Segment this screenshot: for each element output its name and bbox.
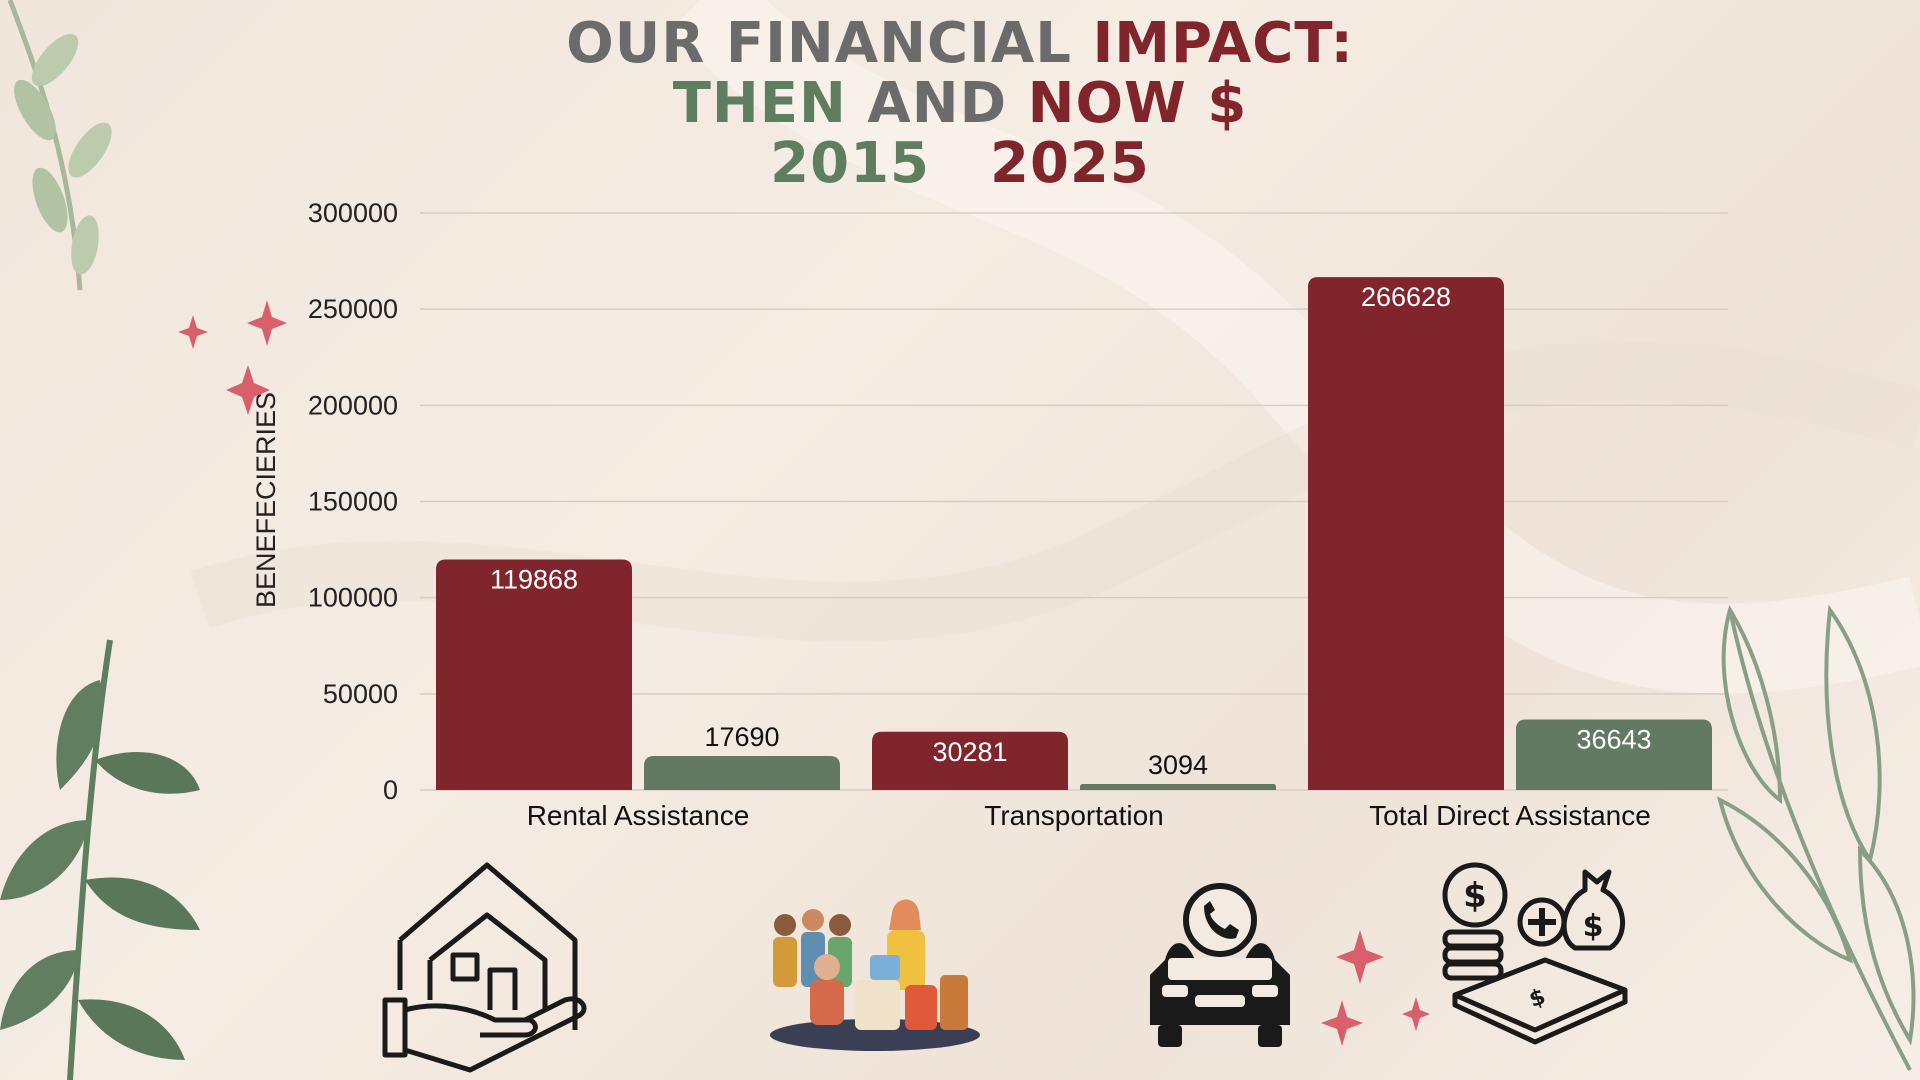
leaf-icon xyxy=(1717,604,1916,1071)
bar-value-label: 119868 xyxy=(490,564,578,594)
bar-value-label: 17690 xyxy=(704,722,779,752)
year-then: 2015 xyxy=(770,131,930,196)
x-category-label: Total Direct Assistance xyxy=(1369,800,1651,831)
bar xyxy=(1080,784,1276,790)
x-category-label: Rental Assistance xyxy=(527,800,750,831)
y-tick-label: 0 xyxy=(383,775,398,805)
year-now: 2025 xyxy=(990,131,1150,196)
svg-text:$: $ xyxy=(1526,984,1549,1013)
y-axis-ticks: 0 50000 100000 150000 200000 250000 300000 xyxy=(308,198,398,805)
bar xyxy=(644,755,840,790)
bar-value-label: 36643 xyxy=(1576,725,1651,755)
svg-text:$: $ xyxy=(1583,909,1604,944)
y-tick-label: 250000 xyxy=(308,294,398,324)
chart-title: OUR FINANCIAL IMPACT: THEN AND NOW $ 201… xyxy=(0,14,1920,194)
y-tick-label: 100000 xyxy=(308,583,398,613)
title-part: OUR FINANCIAL xyxy=(566,11,1093,76)
leaf-icon xyxy=(0,639,200,1080)
svg-text:$: $ xyxy=(1463,876,1487,916)
y-tick-label: 150000 xyxy=(308,487,398,517)
grid-lines xyxy=(420,212,1728,791)
bar xyxy=(1308,277,1504,790)
bar xyxy=(1516,719,1712,790)
house-in-hand-icon xyxy=(382,862,587,1073)
bar xyxy=(436,559,632,790)
bar xyxy=(872,731,1068,790)
food-distribution-illustration xyxy=(770,899,980,1051)
sparkle-icon xyxy=(178,300,287,415)
bars: 119868 17690 30281 3094 266628 36643 xyxy=(436,277,1712,790)
x-category-label: Transportation xyxy=(984,800,1164,831)
bar-value-label: 3094 xyxy=(1148,750,1208,780)
x-axis-labels: Rental Assistance Transportation Total Dir… xyxy=(527,800,1651,831)
title-part: THEN xyxy=(672,71,847,136)
bar-value-label: 30281 xyxy=(932,737,1007,767)
title-part: NOW $ xyxy=(1027,71,1248,136)
bar-value-label: 266628 xyxy=(1361,282,1451,312)
leaf-icon xyxy=(7,0,112,291)
sparkle-icon xyxy=(1321,930,1430,1046)
y-tick-label: 300000 xyxy=(308,198,398,228)
y-axis-label: BENEFECIERIES xyxy=(251,392,281,608)
y-tick-label: 50000 xyxy=(323,679,398,709)
title-part: AND xyxy=(846,71,1028,136)
title-part: IMPACT: xyxy=(1092,11,1354,76)
money-assistance-icon: $ $ $ xyxy=(1442,862,1628,1045)
y-tick-label: 200000 xyxy=(308,390,398,420)
car-phone-icon xyxy=(1150,883,1290,1047)
